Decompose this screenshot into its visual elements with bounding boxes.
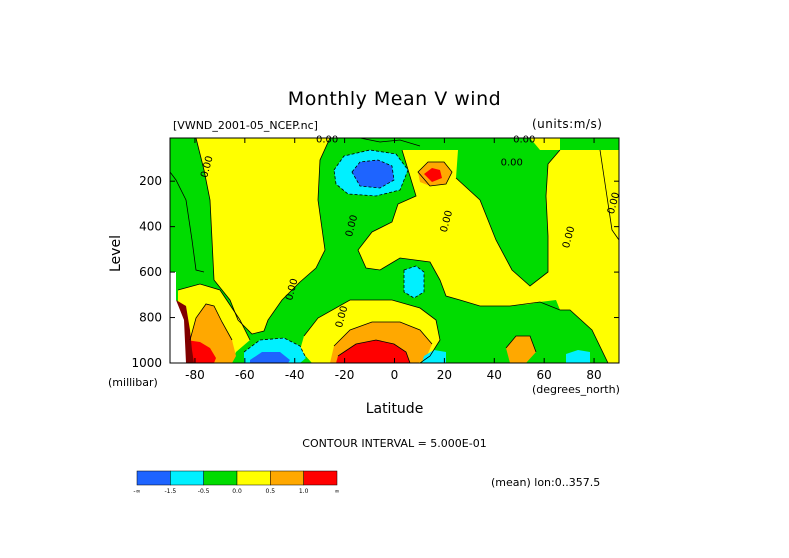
contour-label: 0.00	[316, 135, 338, 146]
x-tick-label: 60	[537, 368, 552, 382]
x-tick-label: 20	[437, 368, 452, 382]
region-neg15-neg05-d	[422, 350, 446, 363]
contour-line	[170, 171, 205, 273]
colorbar-label: 0.5	[266, 488, 276, 495]
region-gt15-b	[336, 340, 410, 363]
mean-longitude-text: (mean) lon:0..357.5	[491, 476, 601, 489]
y-axis-ticks: 200 400 600 800 1000	[131, 174, 619, 370]
colorbar-swatch	[136, 470, 171, 486]
contour-line	[333, 149, 409, 197]
dataset-file-label: [VWND_2001-05_NCEP.nc]	[173, 119, 318, 132]
region-lt-neg15-a	[352, 160, 394, 188]
y-tick-label: 800	[139, 311, 162, 325]
contour-label: 0.00	[513, 135, 535, 146]
contour-line	[359, 138, 421, 147]
contour-line	[505, 335, 537, 353]
y-axis-units: (millibar)	[108, 376, 158, 389]
region-0-05-e	[530, 138, 560, 150]
y-tick-label: 400	[139, 220, 162, 234]
colorbar-swatch	[203, 470, 238, 486]
missing-data-region	[170, 272, 186, 363]
colorbar-label: 1.0	[299, 488, 309, 495]
contour-interval-text: CONTOUR INTERVAL = 5.000E-01	[302, 437, 487, 450]
contour-line	[403, 265, 425, 299]
region-gt15-a	[186, 340, 216, 363]
units-label: (units:m/s)	[532, 117, 603, 131]
contour-lines	[170, 138, 619, 363]
region-gt15-c	[424, 168, 442, 182]
colorbar-label: 0.0	[232, 488, 242, 495]
x-axis-units: (degrees_north)	[532, 383, 620, 396]
contour-label: 0.00	[501, 157, 523, 168]
x-axis-label: Latitude	[365, 401, 424, 417]
colorbar: -∞ -1.5 -0.5 0.0 0.5 1.0 ∞	[133, 470, 340, 495]
contour-line	[337, 339, 411, 363]
y-tick-label: 200	[139, 174, 162, 188]
x-tick-label: 40	[487, 368, 502, 382]
colorbar-label: -0.5	[198, 488, 210, 495]
colorbar-label: ∞	[335, 488, 340, 495]
y-tick-label: 1000	[131, 356, 162, 370]
region-05-15-d	[506, 336, 536, 363]
contour-line	[189, 303, 233, 341]
x-axis-ticks: -80 -60 -40 -20 0 20 40 60 80	[185, 138, 602, 382]
colorbar-swatch	[236, 470, 271, 486]
region-neg15-neg05-e	[566, 350, 590, 363]
x-tick-label: -80	[185, 368, 205, 382]
x-tick-label: -60	[235, 368, 255, 382]
region-lt-neg15-b	[250, 352, 290, 363]
y-tick-label: 600	[139, 265, 162, 279]
contour-line	[357, 149, 609, 363]
x-tick-label: 0	[391, 368, 399, 382]
x-tick-label: -40	[285, 368, 305, 382]
colorbar-swatch	[170, 470, 204, 486]
contour-line	[303, 299, 441, 363]
contour-line	[177, 283, 251, 341]
region-0-05-b	[358, 150, 619, 363]
contour-line	[195, 138, 331, 335]
colorbar-swatch	[270, 470, 304, 486]
contour-line	[455, 149, 561, 287]
colorbar-swatch	[303, 470, 338, 486]
x-tick-label: 80	[586, 368, 601, 382]
contour-fill-layer	[170, 138, 619, 363]
contour-line	[333, 321, 433, 347]
colorbar-label: -1.5	[164, 488, 176, 495]
contour-line	[351, 159, 395, 189]
contour-line	[599, 149, 619, 241]
region-neg15-neg05-c	[404, 266, 424, 298]
contour-line	[243, 337, 307, 359]
colorbar-label: -∞	[133, 488, 140, 495]
chart-title: Monthly Mean V wind	[287, 88, 502, 110]
x-tick-label: -20	[335, 368, 355, 382]
contour-line	[417, 161, 453, 187]
